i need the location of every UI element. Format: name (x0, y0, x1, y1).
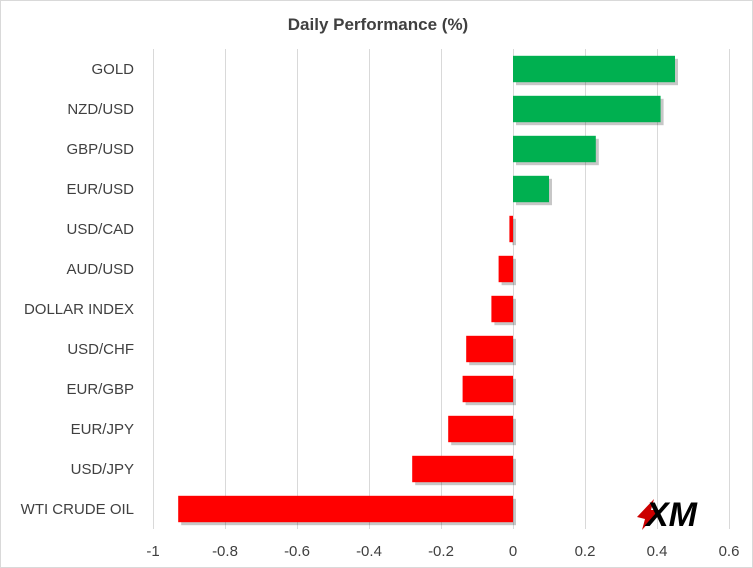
x-tick-label: -0.4 (356, 543, 382, 560)
xm-logo-mark (637, 499, 660, 530)
bar (448, 415, 513, 443)
x-tick-label: 0 (509, 543, 517, 560)
bar (412, 455, 513, 483)
bar-shadow (512, 218, 516, 246)
category-label: USD/CHF (67, 341, 134, 358)
x-tick-label: 0.2 (575, 543, 596, 560)
bar (513, 55, 675, 83)
bars (178, 55, 678, 526)
category-label: NZD/USD (67, 101, 134, 118)
bar (466, 335, 513, 363)
category-label: USD/CAD (66, 221, 134, 238)
category-label: AUD/USD (66, 261, 134, 278)
category-label: EUR/USD (66, 181, 134, 198)
x-tick-label: -0.2 (428, 543, 454, 560)
category-label: WTI CRUDE OIL (21, 501, 134, 518)
xm-logo: XM (637, 496, 698, 534)
category-label: GOLD (91, 61, 134, 78)
xm-logo-text: XM (644, 496, 698, 534)
bar (498, 255, 513, 283)
x-tick-label: -1 (146, 543, 159, 560)
chart-title: Daily Performance (%) (288, 15, 468, 34)
x-axis-tick-labels: -1 -0.8 -0.6 -0.4 -0.2 0 0.2 0.4 0.6 (146, 543, 739, 560)
category-label: DOLLAR INDEX (24, 301, 134, 318)
bar (509, 215, 513, 243)
category-labels: GOLD NZD/USD GBP/USD EUR/USD USD/CAD AUD/USD D… (21, 61, 135, 518)
category-label: EUR/JPY (71, 421, 134, 438)
x-tick-label: -0.8 (212, 543, 238, 560)
bar (513, 95, 661, 123)
x-tick-label: 0.4 (647, 543, 668, 560)
bar (462, 375, 513, 403)
category-label: EUR/GBP (66, 381, 134, 398)
gridlines (153, 49, 730, 529)
bar (513, 135, 596, 163)
bar (513, 175, 549, 203)
category-label: GBP/USD (66, 141, 134, 158)
bar (491, 295, 513, 323)
x-tick-label: -0.6 (284, 543, 310, 560)
x-tick-label: 0.6 (719, 543, 740, 560)
category-label: USD/JPY (71, 461, 134, 478)
bar (178, 495, 513, 523)
